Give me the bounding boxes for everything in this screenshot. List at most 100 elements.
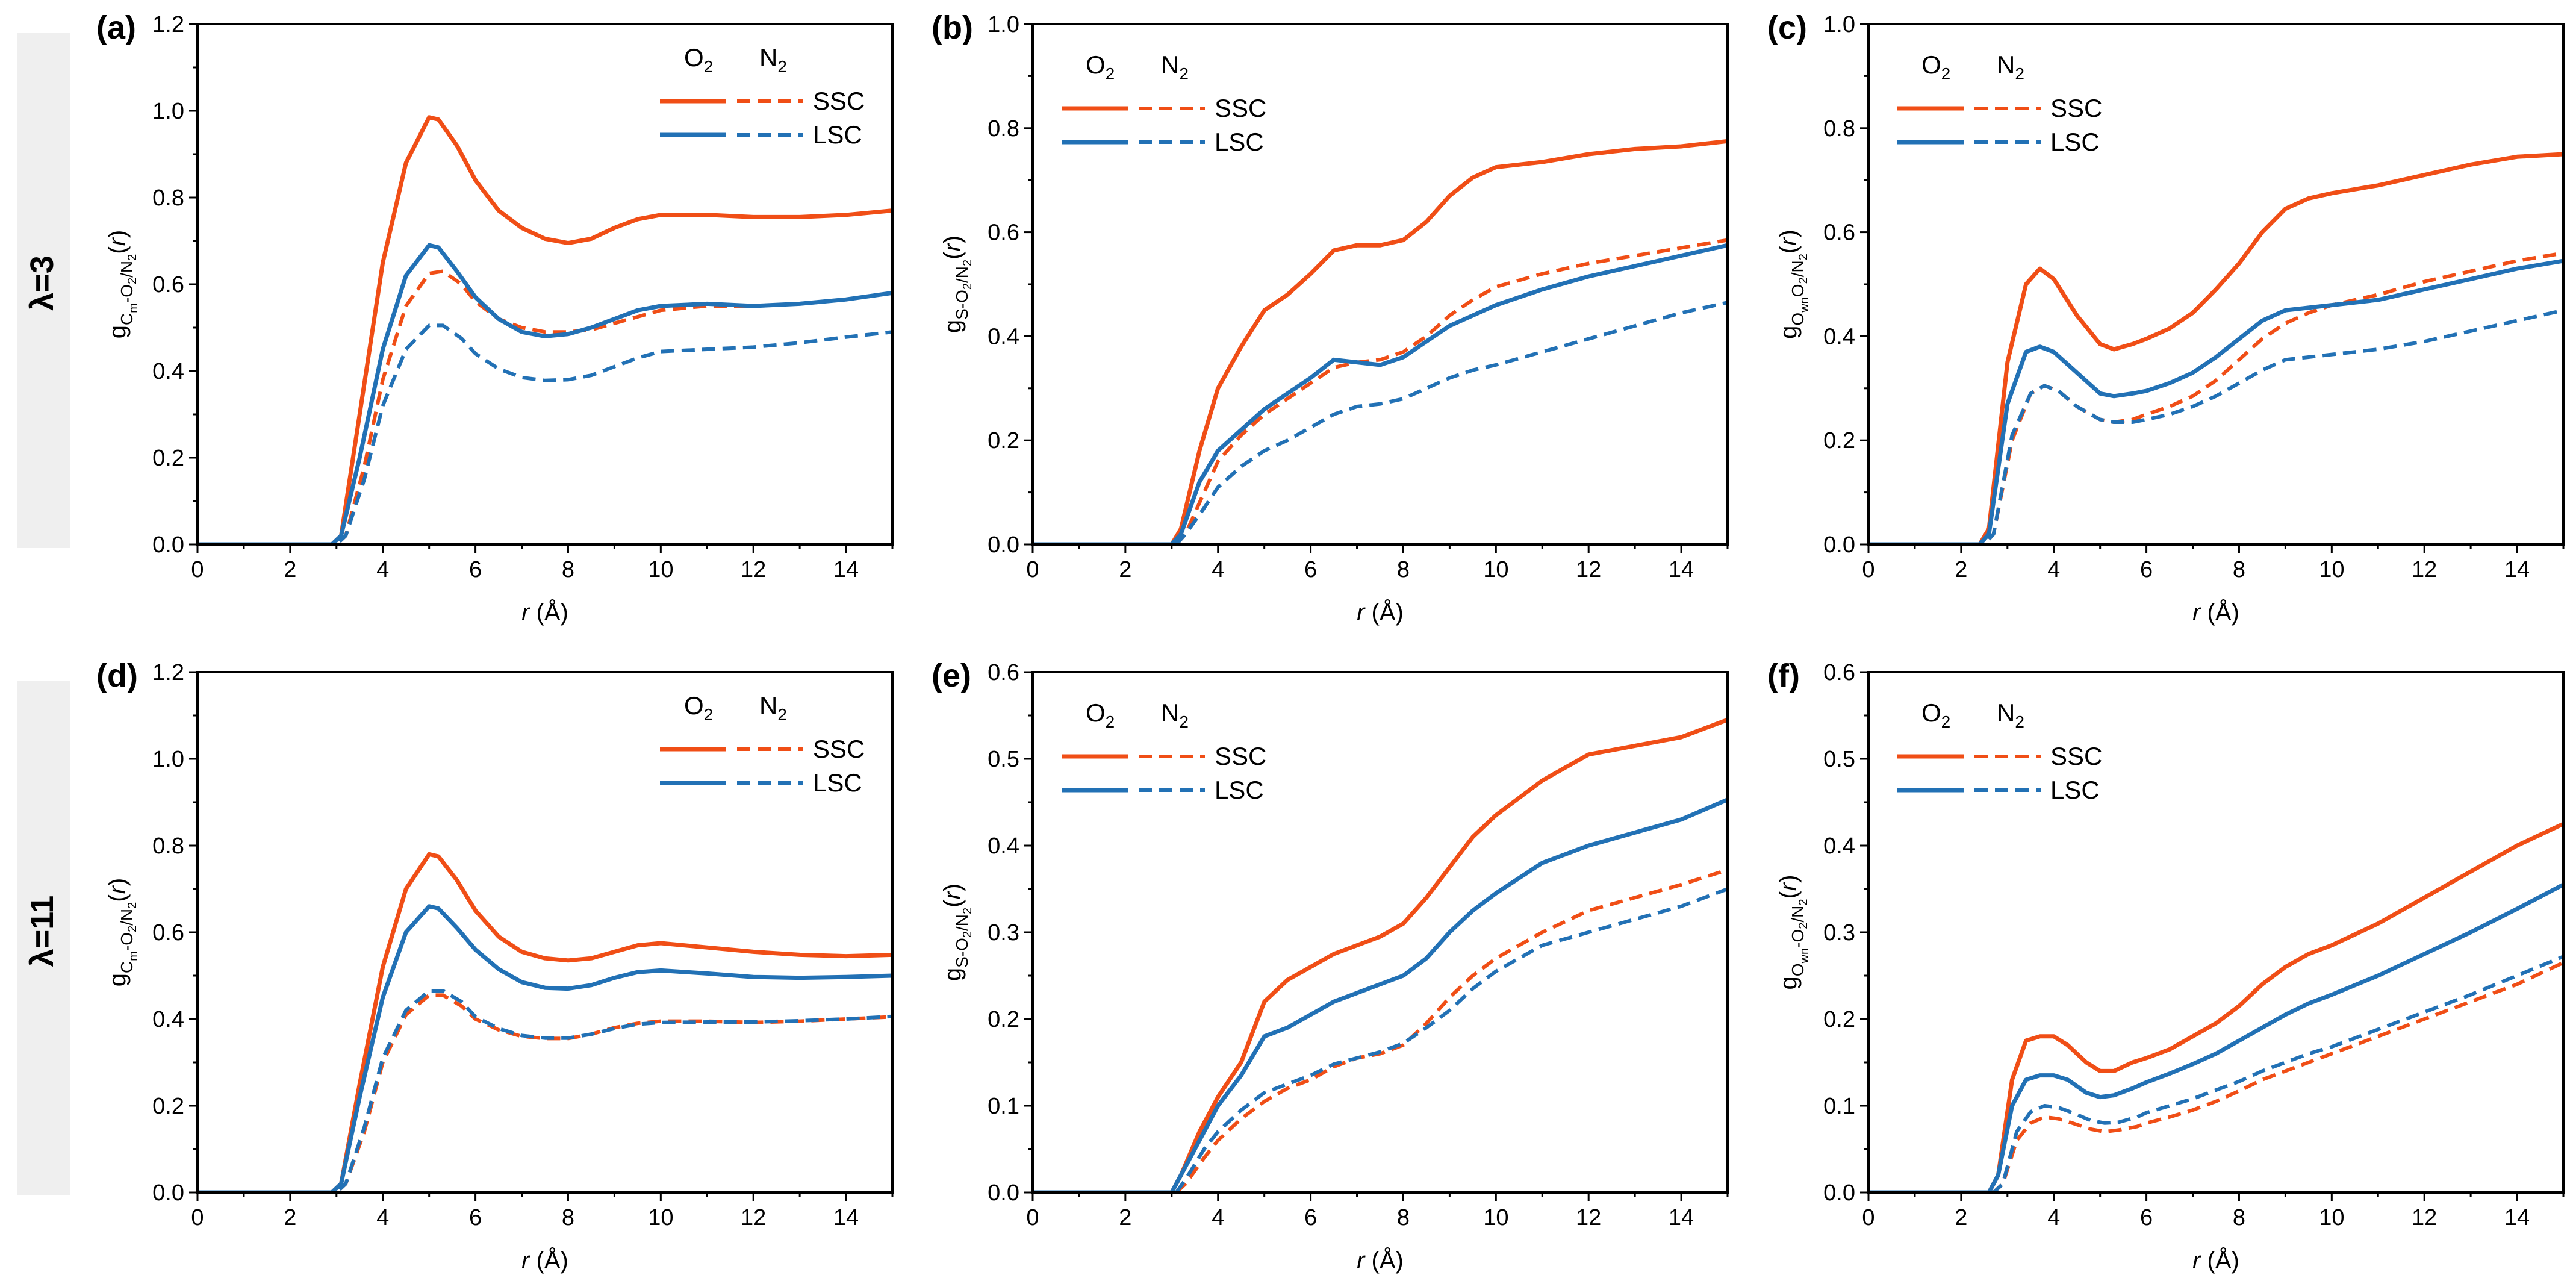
y-title-sub-b: -O (117, 284, 136, 303)
y-axis-title: gCm-O2/N2(r) (104, 230, 140, 339)
y-title-g: g (1775, 976, 1802, 989)
series-line-lsc-o2 (1868, 258, 2563, 544)
y-title-paren-close: ) (1775, 875, 1802, 883)
legend-label-lsc: LSC (813, 120, 862, 149)
y-title-sub: O (1788, 963, 1807, 976)
series-line-lsc-n2 (198, 989, 892, 1192)
series-line-ssc-o2 (1033, 717, 1728, 1192)
plot-frame (1867, 671, 2565, 1194)
y-title-g: g (1775, 326, 1802, 339)
y-tick-label: 0.4 (988, 324, 1019, 349)
series-line-lsc-o2 (1868, 882, 2563, 1192)
series-line-lsc-n2 (1868, 955, 2563, 1192)
x-tick-label: 4 (376, 1205, 389, 1230)
y-tick-label: 0.3 (1823, 920, 1855, 946)
legend-n2-label: N (759, 43, 777, 72)
y-title-sub-2b: 2 (1797, 277, 1810, 284)
x-tick-label: 6 (1304, 557, 1317, 582)
chart-panel-b: 0 2 4 6 8 10 12 14 0.0 0.2 0.4 0.6 0.8 1.0 (b) r (Å) gS-… (932, 10, 1729, 626)
x-axis-title-unit: (Å) (2200, 599, 2239, 626)
x-tick-label: 14 (1669, 557, 1694, 582)
y-title-paren-close: ) (1775, 229, 1802, 237)
y-tick-label: 0.2 (152, 446, 184, 471)
y-tick-label: 0.5 (988, 747, 1019, 772)
y-tick-label: 0.8 (1823, 116, 1855, 142)
y-title-r: r (104, 885, 131, 894)
x-tick-label: 14 (2504, 1205, 2530, 1230)
y-tick-label: 0.2 (152, 1094, 184, 1119)
legend-header-n2: N2 (1997, 699, 2024, 731)
legend-header-n2: N2 (1161, 699, 1189, 731)
x-axis-title-unit: (Å) (1364, 599, 1403, 626)
x-tick-label: 12 (2412, 1205, 2437, 1230)
y-tick-label: 0.8 (152, 834, 184, 859)
legend-n2-sub: 2 (2015, 64, 2024, 83)
series-line-lsc-o2 (1033, 797, 1728, 1192)
y-tick-label: 0.4 (152, 359, 184, 384)
y-title-r: r (939, 243, 966, 252)
y-title-sub-c: O (1788, 284, 1807, 297)
x-tick-label: 0 (191, 1205, 204, 1230)
legend-n2-sub: 2 (1179, 64, 1189, 83)
row-band-bottom (17, 681, 70, 1195)
y-title-paren-close: ) (104, 878, 131, 886)
series-line-ssc-n2 (1033, 238, 1728, 544)
x-tick-label: 2 (284, 557, 296, 582)
legend-label-ssc: SSC (1215, 94, 1266, 122)
series-line-ssc-o2 (1868, 821, 2563, 1192)
y-tick-label: 0.6 (988, 220, 1019, 246)
y-tick-label: 0.2 (1823, 428, 1855, 453)
y-title-paren-open: ( (939, 899, 966, 908)
x-tick-label: 4 (2047, 557, 2060, 582)
chart-panel-f: 0 2 4 6 8 10 12 14 0.0 0.1 0.2 0.3 0.4 0.5 0.6 (f) r (Å)… (1767, 658, 2565, 1274)
legend-n2-sub: 2 (777, 57, 787, 76)
y-title-sub: S-O (953, 938, 971, 968)
legend-o2-label: O (684, 43, 704, 72)
series-line-ssc-n2 (1868, 251, 2563, 544)
row-label-top: λ=3 (24, 255, 60, 311)
y-title-sub-2b: 2 (126, 902, 139, 909)
y-title-r: r (104, 237, 131, 246)
x-tick-label: 12 (741, 1205, 766, 1230)
y-tick-label: 1.0 (988, 12, 1019, 37)
y-tick-label: 0.4 (1823, 324, 1855, 349)
legend-label-ssc: SSC (813, 87, 865, 115)
plot-frame (1867, 23, 2565, 546)
legend-o2-sub: 2 (1941, 712, 1951, 731)
legend-label-ssc: SSC (2050, 94, 2102, 122)
series-line-ssc-o2 (198, 115, 892, 544)
x-axis-title-var: r (1357, 599, 1366, 626)
series-line-ssc-n2 (198, 993, 892, 1192)
x-axis-title-var: r (1357, 1247, 1366, 1274)
legend-header-n2: N2 (1997, 51, 2024, 83)
legend-label-ssc: SSC (1215, 742, 1266, 770)
y-tick-label: 0.4 (988, 834, 1019, 859)
series-line-ssc-o2 (1868, 152, 2563, 544)
x-axis-title: r (Å) (1357, 599, 1404, 626)
y-title-sub-c: /N (953, 266, 971, 283)
y-title-sub-2: 2 (961, 931, 974, 938)
y-title-sub: O (1788, 313, 1807, 326)
x-tick-label: 6 (2140, 557, 2153, 582)
y-tick-label: 0.0 (988, 532, 1019, 558)
y-tick-label: 0.2 (988, 1007, 1019, 1032)
y-title-sub-2: 2 (126, 926, 139, 932)
y-tick-label: 0.6 (988, 660, 1019, 685)
y-axis-title: gS-O2/N2(r) (939, 235, 974, 333)
series-line-lsc-o2 (198, 243, 892, 544)
x-tick-label: 10 (1483, 557, 1508, 582)
chart-panel-e: 0 2 4 6 8 10 12 14 0.0 0.1 0.2 0.3 0.4 0.5 0.6 (e) r (Å)… (932, 658, 1729, 1274)
y-tick-label: 0.3 (988, 920, 1019, 946)
y-tick-label: 1.2 (152, 12, 184, 37)
x-tick-label: 8 (2233, 1205, 2245, 1230)
legend-label-lsc: LSC (2050, 128, 2100, 156)
y-tick-label: 0.6 (152, 272, 184, 298)
series-line-ssc-n2 (1033, 868, 1728, 1192)
series-line-ssc-o2 (198, 852, 892, 1192)
y-tick-label: 0.8 (988, 116, 1019, 142)
x-axis-title-var: r (521, 599, 530, 626)
y-title-paren-open: ( (1775, 245, 1802, 254)
